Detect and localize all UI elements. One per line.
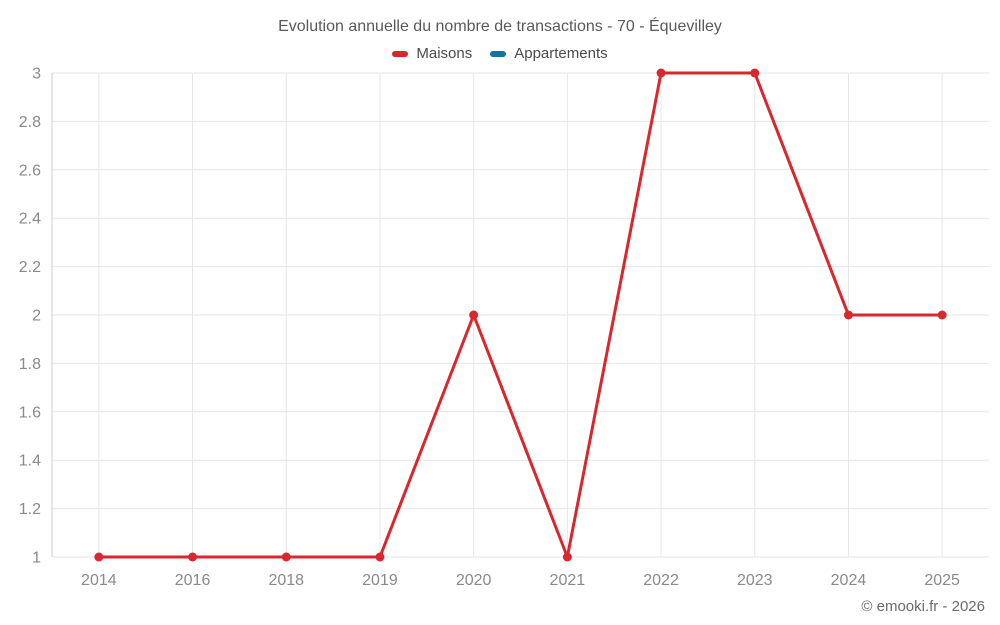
x-tick-label: 2022 xyxy=(643,572,679,589)
y-tick-label: 2.2 xyxy=(19,259,41,276)
y-tick-label: 1.8 xyxy=(19,356,41,373)
data-point-maisons-2016[interactable] xyxy=(188,552,198,562)
chart-title: Evolution annuelle du nombre de transact… xyxy=(278,18,722,35)
y-tick-label: 2.6 xyxy=(19,162,41,179)
x-tick-label: 2023 xyxy=(737,572,773,589)
legend-item-appartements[interactable]: Appartements xyxy=(490,45,608,62)
data-point-maisons-2025[interactable] xyxy=(937,310,947,320)
y-tick-label: 1 xyxy=(32,550,41,567)
series-line-maisons xyxy=(97,71,944,559)
data-point-maisons-2018[interactable] xyxy=(281,552,291,562)
x-tick-label: 2016 xyxy=(175,572,211,589)
y-tick-label: 3 xyxy=(32,66,41,83)
data-point-maisons-2020[interactable] xyxy=(469,310,479,320)
x-tick-label: 2014 xyxy=(81,572,117,589)
data-point-maisons-2019[interactable] xyxy=(375,552,385,562)
legend-label-maisons: Maisons xyxy=(416,45,473,62)
x-tick-label: 2021 xyxy=(550,572,586,589)
y-tick-label: 1.2 xyxy=(19,501,41,518)
data-point-maisons-2024[interactable] xyxy=(843,310,853,320)
y-tick-label: 1.4 xyxy=(19,453,41,470)
y-tick-label: 2.4 xyxy=(19,211,41,228)
x-tick-label: 2025 xyxy=(924,572,960,589)
legend-item-maisons[interactable]: Maisons xyxy=(392,45,472,62)
x-tick-label: 2019 xyxy=(362,572,398,589)
data-point-maisons-2022[interactable] xyxy=(656,68,666,78)
y-tick-label: 1.6 xyxy=(19,404,41,421)
x-tick-label: 2024 xyxy=(831,572,867,589)
data-point-maisons-2014[interactable] xyxy=(94,552,104,562)
legend-swatch-appartements-icon xyxy=(490,50,507,57)
x-tick-label: 2018 xyxy=(268,572,304,589)
legend-swatch-maisons-icon xyxy=(392,50,409,57)
data-point-maisons-2021[interactable] xyxy=(562,552,572,562)
data-point-maisons-2023[interactable] xyxy=(750,68,760,78)
x-tick-label: 2020 xyxy=(456,572,492,589)
copyright: © emooki.fr - 2026 xyxy=(861,598,985,615)
y-tick-label: 2 xyxy=(32,308,41,325)
legend-label-appartements: Appartements xyxy=(514,45,608,62)
y-tick-label: 2.8 xyxy=(19,114,41,131)
chart-legend: Maisons Appartements xyxy=(0,45,1000,62)
